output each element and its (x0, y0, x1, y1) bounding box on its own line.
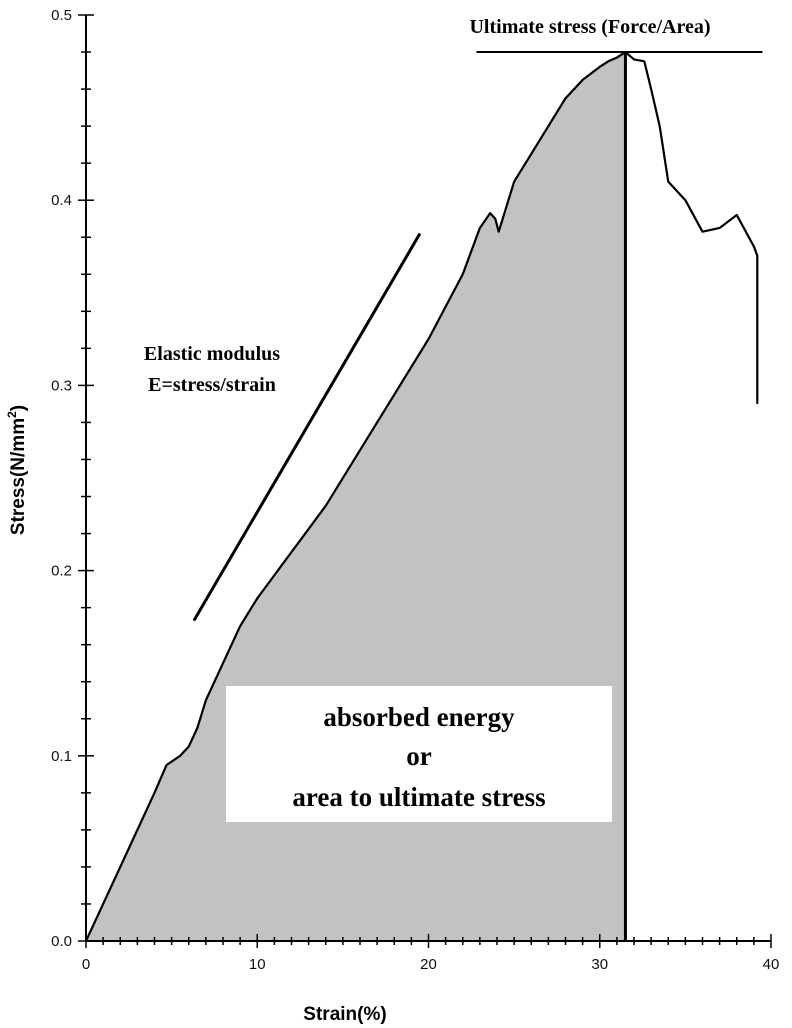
y-axis-title-main: Stress(N/mm (8, 418, 29, 535)
absorbed-energy-label-box (226, 686, 612, 822)
y-axis-title-superscript: 2 (5, 411, 19, 418)
y-axis-title-close: ) (8, 405, 29, 411)
elastic-modulus-line (192, 232, 422, 622)
absorbed-energy-label-line3: area to ultimate stress (292, 782, 545, 812)
x-tick-label: 10 (249, 956, 266, 973)
y-tick-label: 0.4 (51, 192, 72, 209)
y-tick-label: 0.1 (51, 748, 72, 765)
x-tick-label: 40 (763, 956, 780, 973)
absorbed-energy-label-line1: absorbed energy (323, 702, 515, 732)
y-tick-label: 0.2 (51, 563, 72, 580)
y-axis-title: Stress(N/mm2) (5, 405, 29, 535)
elastic-modulus-label-line1: Elastic modulus (144, 343, 280, 365)
annotation-layer (192, 51, 763, 941)
y-tick-label: 0.3 (51, 377, 72, 394)
x-tick-label: 30 (591, 956, 608, 973)
x-axis-title: Strain(%) (303, 1004, 386, 1025)
absorbed-energy-label-line2: or (406, 741, 432, 771)
elastic-modulus-label-line2: E=stress/strain (148, 374, 276, 396)
x-tick-label: 0 (82, 956, 90, 973)
ultimate-stress-label: Ultimate stress (Force/Area) (469, 16, 710, 38)
stress-strain-curve (85, 50, 759, 942)
x-tick-label: 20 (420, 956, 437, 973)
y-tick-label: 0.5 (51, 7, 72, 24)
axes-layer: 0.0 0.1 0.2 0.3 0.4 0.5 0 10 20 30 40 (51, 7, 779, 973)
y-tick-label: 0.0 (51, 933, 72, 950)
